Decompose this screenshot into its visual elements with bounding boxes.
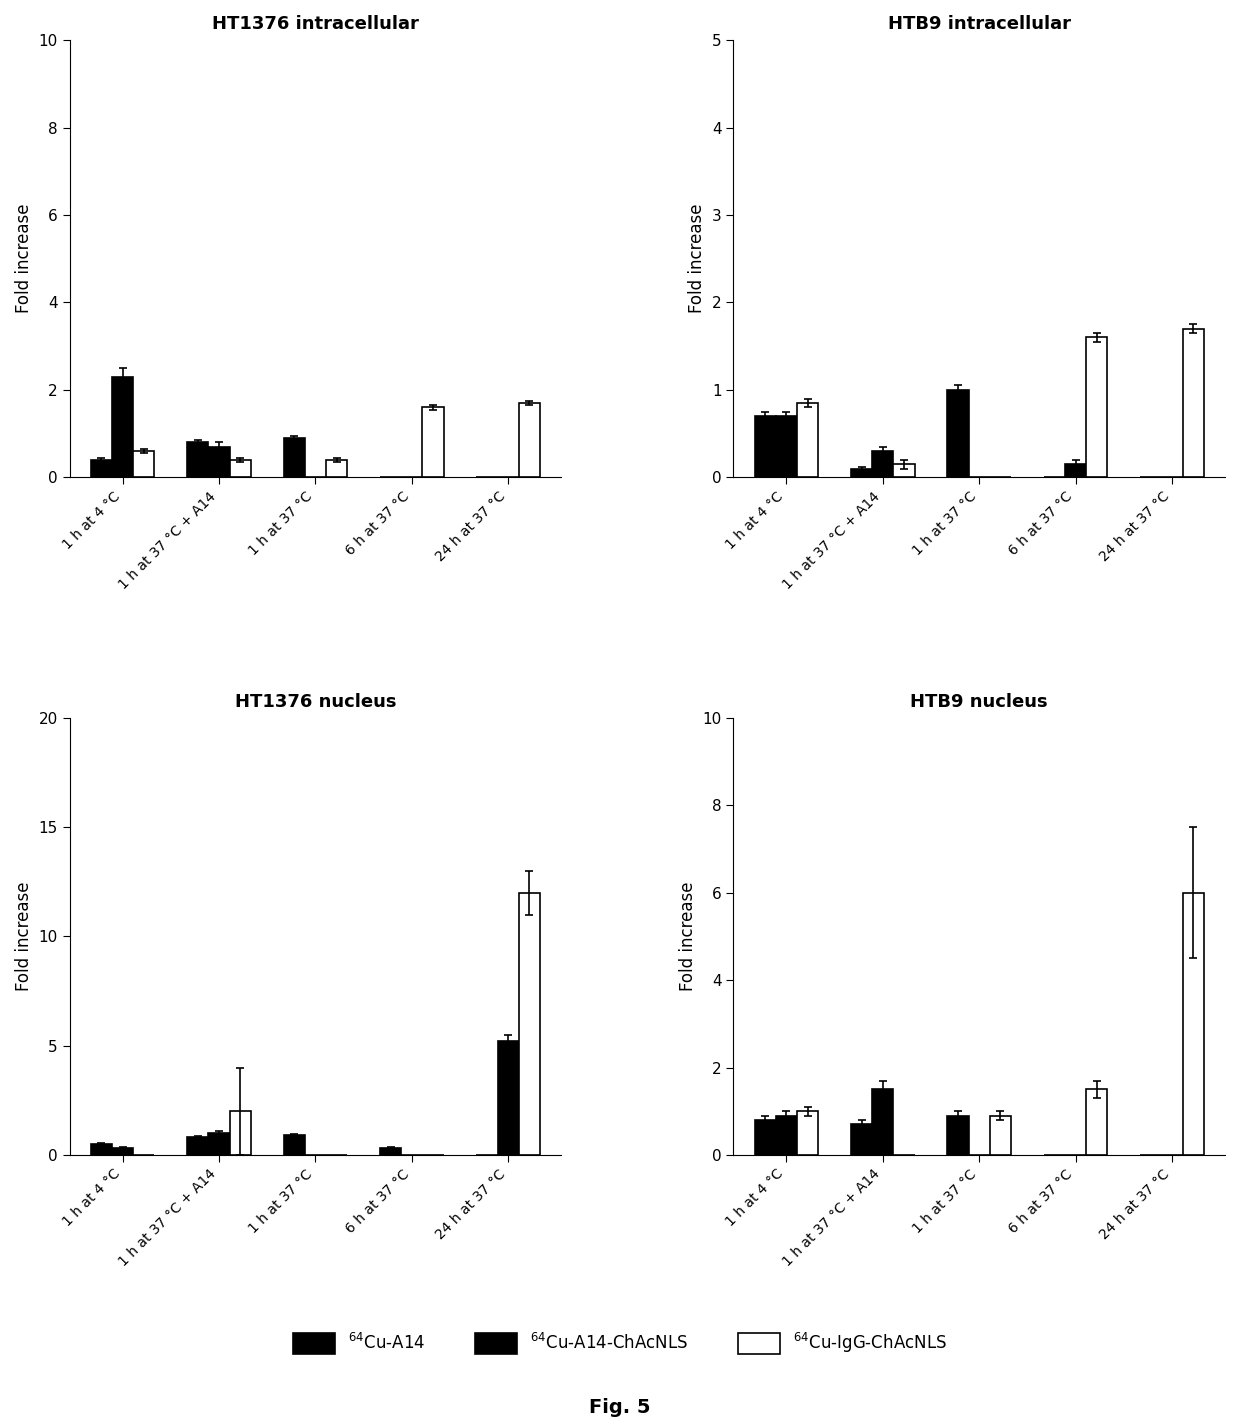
Bar xyxy=(755,417,776,477)
Title: HTB9 nucleus: HTB9 nucleus xyxy=(910,692,1048,711)
Bar xyxy=(91,1144,112,1154)
Bar xyxy=(284,438,305,477)
Bar xyxy=(187,442,208,477)
Legend: $^{64}$Cu-A14, $^{64}$Cu-A14-ChAcNLS, $^{64}$Cu-IgG-ChAcNLS: $^{64}$Cu-A14, $^{64}$Cu-A14-ChAcNLS, $^… xyxy=(286,1324,954,1361)
Bar xyxy=(518,402,541,477)
Y-axis label: Fold increase: Fold increase xyxy=(15,882,33,992)
Bar xyxy=(872,451,893,477)
Y-axis label: Fold increase: Fold increase xyxy=(688,204,707,314)
Text: Fig. 5: Fig. 5 xyxy=(589,1397,651,1417)
Bar xyxy=(776,1116,797,1154)
Bar xyxy=(91,459,112,477)
Bar xyxy=(284,1136,305,1154)
Bar xyxy=(797,402,818,477)
Bar xyxy=(497,1042,518,1154)
Bar xyxy=(1183,328,1204,477)
Title: HTB9 intracellular: HTB9 intracellular xyxy=(888,16,1070,33)
Bar xyxy=(112,1149,133,1154)
Bar xyxy=(1065,464,1086,477)
Title: HT1376 intracellular: HT1376 intracellular xyxy=(212,16,419,33)
Bar xyxy=(208,447,229,477)
Bar xyxy=(872,1089,893,1154)
Bar xyxy=(1086,337,1107,477)
Bar xyxy=(947,1116,968,1154)
Bar xyxy=(518,893,541,1154)
Y-axis label: Fold increase: Fold increase xyxy=(15,204,33,314)
Bar xyxy=(423,407,444,477)
Bar xyxy=(851,1124,872,1154)
Bar xyxy=(229,1112,250,1154)
Bar xyxy=(1183,893,1204,1154)
Bar xyxy=(112,377,133,477)
Title: HT1376 nucleus: HT1376 nucleus xyxy=(234,692,397,711)
Bar xyxy=(990,1116,1011,1154)
Bar xyxy=(797,1112,818,1154)
Bar xyxy=(208,1133,229,1154)
Bar xyxy=(755,1120,776,1154)
Bar xyxy=(326,459,347,477)
Bar xyxy=(947,390,968,477)
Bar xyxy=(851,468,872,477)
Bar xyxy=(1086,1089,1107,1154)
Y-axis label: Fold increase: Fold increase xyxy=(678,882,697,992)
Bar xyxy=(893,464,915,477)
Bar xyxy=(133,451,155,477)
Bar xyxy=(229,459,250,477)
Bar xyxy=(187,1137,208,1154)
Bar xyxy=(379,1149,402,1154)
Bar xyxy=(776,417,797,477)
